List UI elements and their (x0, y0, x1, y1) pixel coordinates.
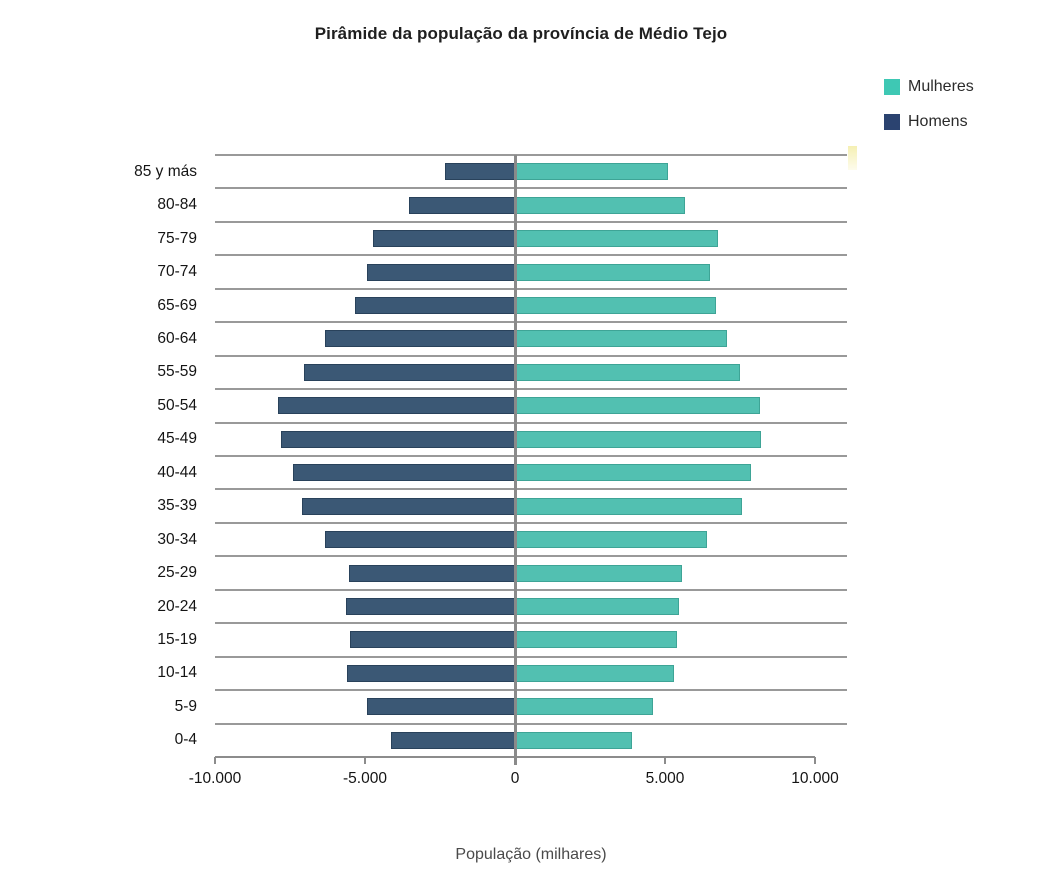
gridline (215, 287, 847, 290)
gridline (215, 655, 847, 658)
gridline (215, 220, 847, 223)
bar-mulheres (515, 698, 653, 716)
bar-mulheres (515, 664, 674, 682)
bar-homens (324, 330, 515, 348)
gridline (215, 455, 847, 457)
y-axis-labels: 85 y más 80-84 75-79 70-74 65-69 60-64 55-59 50… (80, 155, 197, 757)
bar-mulheres (515, 531, 707, 549)
bar-homens (354, 297, 515, 314)
bar-mulheres (515, 363, 740, 381)
age-group-label: 0-4 (174, 731, 197, 749)
x-axis-tick (364, 757, 366, 764)
gridline (215, 622, 847, 625)
yellow-marker (848, 146, 857, 170)
gridline (215, 588, 847, 591)
bar-mulheres (515, 464, 751, 482)
bar-homens (324, 531, 515, 549)
gridline (215, 154, 847, 156)
gridline (215, 421, 847, 424)
bar-mulheres (515, 330, 727, 348)
legend: Mulheres Homens (884, 78, 974, 148)
gridline (215, 254, 847, 257)
bar-homens (366, 698, 515, 716)
bar-homens (303, 363, 515, 381)
age-group-label: 65-69 (157, 296, 197, 314)
gridline (215, 521, 847, 524)
x-axis-tick (664, 757, 666, 764)
legend-label: Homens (908, 113, 968, 130)
x-axis-tick (814, 757, 816, 764)
bar-mulheres (515, 731, 632, 749)
bar-mulheres (515, 196, 685, 214)
bar-homens (347, 664, 515, 682)
age-group-label: 5-9 (174, 697, 197, 715)
age-group-label: 60-64 (157, 329, 197, 347)
plot-area (214, 146, 857, 765)
bar-mulheres (515, 297, 716, 314)
age-group-label: 25-29 (157, 564, 197, 582)
age-group-label: 80-84 (157, 196, 197, 214)
x-axis-tick (214, 757, 216, 764)
age-group-label: 15-19 (157, 630, 197, 648)
bar-mulheres (515, 598, 679, 615)
gridline (215, 488, 847, 491)
bar-homens (345, 598, 515, 615)
bar-mulheres (515, 430, 761, 448)
legend-item-homens[interactable]: Homens (884, 113, 974, 131)
legend-label: Mulheres (908, 78, 974, 95)
bar-homens (444, 163, 515, 181)
age-group-label: 75-79 (157, 229, 197, 247)
age-group-label: 40-44 (157, 463, 197, 481)
age-group-label: 50-54 (157, 396, 197, 414)
gridline (215, 555, 847, 558)
x-axis-tick-labels: -10.000 -5.000 0 5.000 10.000 (0, 770, 1042, 792)
bar-homens (281, 430, 515, 448)
x-tick-label: -5.000 (343, 770, 387, 787)
x-axis-title: População (milhares) (455, 846, 607, 863)
age-group-label: 35-39 (157, 497, 197, 515)
legend-swatch-homens (884, 114, 900, 130)
age-group-label: 55-59 (157, 363, 197, 381)
x-tick-label: 10.000 (791, 770, 839, 787)
age-group-label: 45-49 (157, 430, 197, 448)
bar-mulheres (515, 397, 760, 415)
bar-mulheres (515, 263, 710, 281)
bar-homens (390, 731, 515, 749)
bar-homens (408, 196, 515, 214)
bar-homens (302, 497, 515, 515)
gridline (215, 388, 847, 391)
gridline (215, 321, 847, 324)
age-group-label: 30-34 (157, 530, 197, 548)
legend-swatch-mulheres (884, 79, 900, 95)
bar-homens (350, 631, 515, 649)
bar-mulheres (515, 163, 668, 181)
bar-homens (293, 464, 515, 482)
bar-mulheres (515, 631, 677, 649)
age-group-label: 20-24 (157, 597, 197, 615)
bar-mulheres (515, 564, 682, 582)
bar-mulheres (515, 497, 742, 515)
gridline (215, 689, 847, 692)
gridline (215, 354, 847, 357)
bar-homens (366, 263, 515, 281)
zero-axis-line (513, 155, 517, 765)
bar-mulheres (515, 230, 718, 248)
age-group-label: 85 y más (134, 162, 197, 180)
x-tick-label: -10.000 (188, 770, 242, 787)
age-group-label: 70-74 (157, 263, 197, 281)
bar-homens (348, 564, 515, 582)
bar-homens (372, 230, 515, 248)
age-group-label: 10-14 (157, 664, 197, 682)
chart-title: Pirâmide da população da província de Mé… (314, 24, 728, 43)
legend-item-mulheres[interactable]: Mulheres (884, 78, 974, 96)
x-tick-label: 0 (510, 770, 520, 787)
gridline (215, 722, 847, 725)
x-tick-label: 5.000 (645, 770, 685, 787)
gridline (215, 187, 847, 190)
bar-homens (278, 397, 515, 415)
